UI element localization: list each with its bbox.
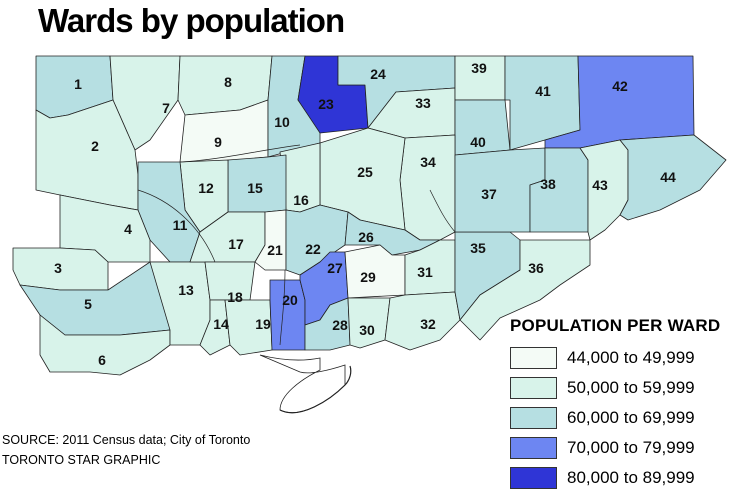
ward-label-14: 14 <box>213 316 229 332</box>
ward-label-5: 5 <box>84 296 92 312</box>
legend-swatch <box>510 377 557 399</box>
ward-label-13: 13 <box>178 282 194 298</box>
ward-label-38: 38 <box>540 176 556 192</box>
ward-label-23: 23 <box>318 96 334 112</box>
legend-label: 44,000 to 49,999 <box>567 348 695 367</box>
ward-label-6: 6 <box>98 352 106 368</box>
ward-label-28: 28 <box>332 317 348 333</box>
ward-label-44: 44 <box>660 169 676 185</box>
ward-label-24: 24 <box>370 66 386 82</box>
source-line: SOURCE: 2011 Census data; City of Toront… <box>2 433 251 447</box>
ward-label-30: 30 <box>359 322 375 338</box>
ward-label-16: 16 <box>293 192 309 208</box>
ward-label-41: 41 <box>535 83 551 99</box>
legend-label: 80,000 to 89,999 <box>567 468 695 487</box>
ward-label-3: 3 <box>54 260 62 276</box>
ward-label-21: 21 <box>267 242 283 258</box>
legend-item: 60,000 to 69,999 <box>510 404 746 432</box>
ward-44-area[interactable] <box>619 134 727 221</box>
legend-label: 70,000 to 79,999 <box>567 438 695 457</box>
ward-6-area[interactable] <box>39 314 171 376</box>
ward-label-8: 8 <box>224 74 232 90</box>
ward-label-40: 40 <box>470 134 486 150</box>
ward-label-18: 18 <box>227 289 243 305</box>
ward-label-19: 19 <box>255 316 271 332</box>
ward-label-20: 20 <box>282 292 298 308</box>
legend-swatch <box>510 437 557 459</box>
ward-label-36: 36 <box>528 260 544 276</box>
ward-label-26: 26 <box>358 229 374 245</box>
ward-30-area[interactable] <box>347 297 391 349</box>
ward-label-42: 42 <box>612 78 628 94</box>
ward-label-7: 7 <box>162 100 170 116</box>
ward-label-43: 43 <box>592 177 608 193</box>
ward-label-29: 29 <box>360 269 376 285</box>
ward-label-11: 11 <box>173 217 188 233</box>
ward-label-33: 33 <box>415 95 431 111</box>
ward-32-area[interactable] <box>384 291 461 351</box>
legend-label: 50,000 to 59,999 <box>567 378 695 397</box>
ward-label-4: 4 <box>124 221 132 237</box>
map-title: Wards by population <box>38 2 345 39</box>
ward-label-25: 25 <box>357 164 373 180</box>
legend: POPULATION PER WARD 44,000 to 49,999 50,… <box>510 316 746 494</box>
ward-label-15: 15 <box>247 180 263 196</box>
legend-title: POPULATION PER WARD <box>510 316 721 335</box>
legend-item: 44,000 to 49,999 <box>510 344 746 372</box>
credit-line: TORONTO STAR GRAPHIC <box>2 453 161 467</box>
ward-label-9: 9 <box>214 134 222 150</box>
legend-swatch <box>510 347 557 369</box>
ward-label-22: 22 <box>305 241 321 257</box>
legend-item: 50,000 to 59,999 <box>510 374 746 402</box>
ward-label-27: 27 <box>327 260 343 276</box>
ward-label-31: 31 <box>417 264 433 280</box>
ward-20-area[interactable] <box>269 279 306 351</box>
legend-label: 60,000 to 69,999 <box>567 408 695 427</box>
ward-label-37: 37 <box>481 186 497 202</box>
ward-label-34: 34 <box>420 154 436 170</box>
ward-label-35: 35 <box>470 240 486 256</box>
ward-label-39: 39 <box>471 60 487 76</box>
legend-item: 70,000 to 79,999 <box>510 434 746 462</box>
legend-swatch <box>510 407 557 429</box>
legend-swatch <box>510 467 557 489</box>
ward-36-area[interactable] <box>459 239 591 341</box>
ward-34-area[interactable] <box>399 134 456 241</box>
ward-label-10: 10 <box>274 114 290 130</box>
source-credit: SOURCE: 2011 Census data; City of Toront… <box>2 430 250 470</box>
ward-label-12: 12 <box>198 180 214 196</box>
ward-label-1: 1 <box>74 76 82 92</box>
ward-label-32: 32 <box>420 316 436 332</box>
ward-label-2: 2 <box>91 138 99 154</box>
ward-label-17: 17 <box>228 236 244 252</box>
